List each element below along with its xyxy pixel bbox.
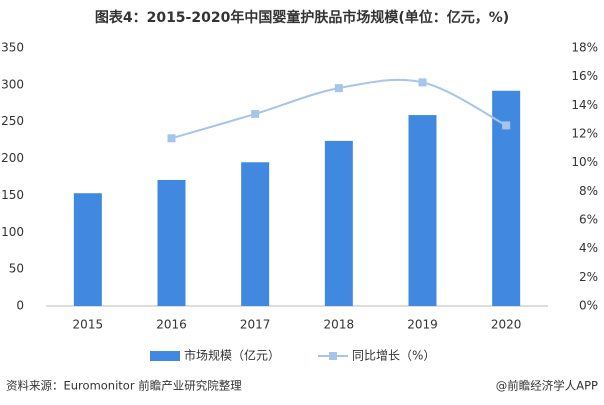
y-tick-label: 0 <box>16 299 24 313</box>
chart-title: 图表4：2015-2020年中国婴童护肤品市场规模(单位：亿元，%) <box>95 9 509 26</box>
y2-tick-label: 8% <box>579 184 598 198</box>
y-tick-label: 100 <box>1 225 24 239</box>
line-marker <box>502 121 511 130</box>
bar <box>157 179 186 306</box>
legend-swatch-marker <box>329 352 337 360</box>
x-tick-label: 2015 <box>73 318 104 332</box>
bar <box>241 162 270 306</box>
y-tick-label: 50 <box>9 262 24 276</box>
y2-tick-label: 12% <box>571 127 598 141</box>
legend-swatch <box>150 351 180 361</box>
y2-tick-label: 16% <box>571 69 598 83</box>
y2-tick-label: 18% <box>571 41 598 55</box>
bar <box>324 140 353 306</box>
x-tick-label: 2018 <box>324 318 355 332</box>
y2-tick-label: 6% <box>579 213 598 227</box>
bar <box>408 115 437 306</box>
x-tick-label: 2019 <box>407 318 438 332</box>
line-marker <box>418 78 427 87</box>
credit: @前瞻经济学人APP <box>496 379 598 393</box>
y2-tick-label: 0% <box>579 299 598 313</box>
legend-label: 市场规模（亿元） <box>184 348 280 363</box>
line-marker <box>334 84 343 93</box>
y-tick-label: 300 <box>1 77 24 91</box>
x-tick-label: 2016 <box>156 318 187 332</box>
y2-tick-label: 4% <box>579 241 598 255</box>
x-tick-label: 2020 <box>491 318 522 332</box>
y2-tick-label: 14% <box>571 98 598 112</box>
y-tick-label: 200 <box>1 151 24 165</box>
y-tick-label: 150 <box>1 188 24 202</box>
y-tick-label: 350 <box>1 41 24 55</box>
y2-tick-label: 2% <box>579 270 598 284</box>
source-note: 资料来源：Euromonitor 前瞻产业研究院整理 <box>6 379 242 393</box>
x-tick-label: 2017 <box>240 318 271 332</box>
bar <box>73 193 102 306</box>
line-marker <box>167 134 176 143</box>
line-marker <box>251 109 260 118</box>
legend-label: 同比增长（%） <box>352 349 435 363</box>
y-tick-label: 250 <box>1 114 24 128</box>
y2-tick-label: 10% <box>571 155 598 169</box>
